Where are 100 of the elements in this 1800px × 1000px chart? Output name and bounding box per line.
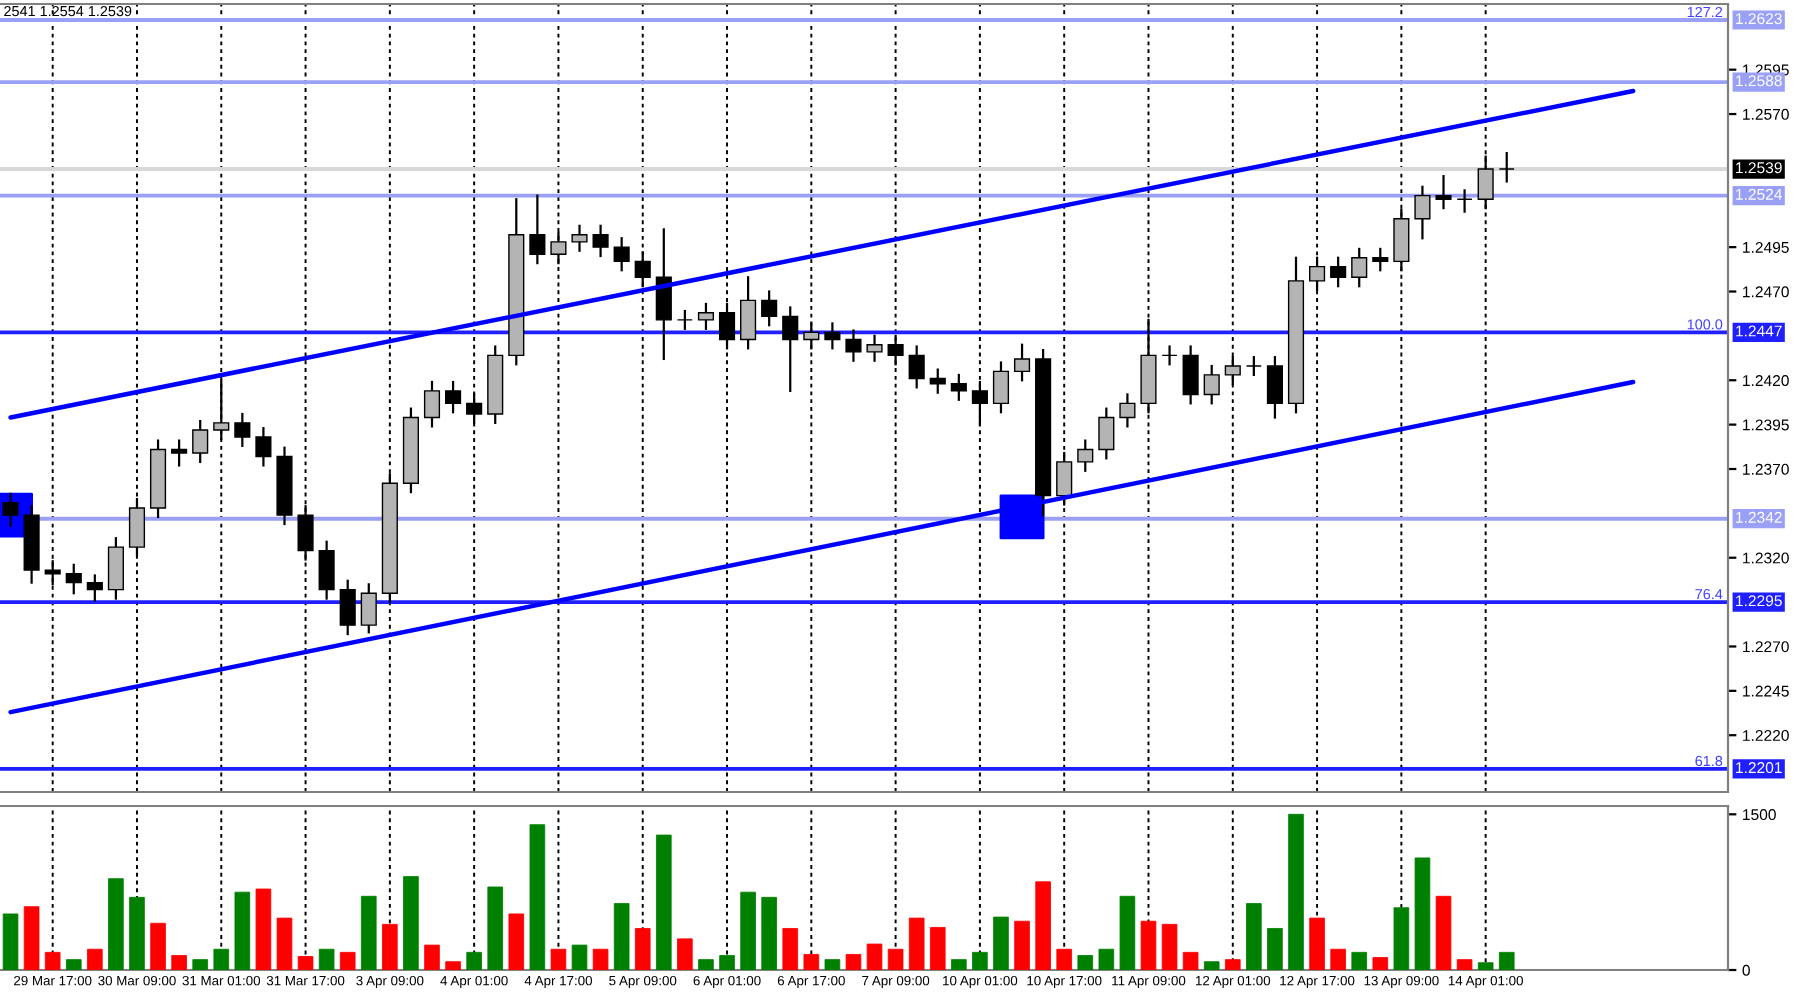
bar: [1477, 962, 1494, 970]
bar: [993, 916, 1009, 970]
bar: [1435, 895, 1452, 970]
bar: [803, 954, 820, 970]
bar: [866, 943, 883, 970]
bar: [1077, 955, 1094, 970]
bar: [1498, 951, 1515, 970]
bar: [2, 913, 19, 970]
bar: [403, 876, 419, 970]
bar: [44, 951, 61, 970]
candlestick: [592, 224, 609, 258]
bar: [1014, 920, 1030, 970]
bar: [1372, 957, 1389, 970]
candlestick: [782, 306, 799, 393]
bar: [508, 913, 525, 970]
candlestick: [65, 563, 82, 595]
bar: [824, 959, 841, 970]
candlestick: [908, 345, 925, 389]
candlestick: [1266, 356, 1283, 419]
candlestick: [992, 361, 1010, 414]
candlestick: [740, 276, 757, 350]
bar: [1456, 959, 1473, 970]
bar: [887, 948, 904, 970]
bar: [1330, 948, 1346, 970]
candlestick: [1330, 256, 1347, 288]
bar: [677, 938, 693, 970]
bar: [1119, 895, 1136, 970]
bar: [192, 959, 208, 970]
candlestick: [845, 329, 862, 362]
candlestick: [866, 334, 883, 362]
candlestick: [697, 302, 715, 330]
candlestick: [613, 237, 630, 272]
bar: [382, 923, 398, 970]
candlestick: [360, 583, 377, 634]
candlestick: [445, 380, 462, 414]
bar: [276, 917, 293, 970]
candlestick: [676, 309, 693, 330]
bar: [1246, 903, 1262, 970]
bar: [1035, 881, 1051, 970]
candlestick: [1161, 345, 1178, 366]
bar: [1140, 920, 1157, 970]
candlestick: [1182, 345, 1199, 405]
bar: [1098, 948, 1115, 970]
candlestick: [824, 322, 841, 350]
bar: [171, 955, 187, 970]
candlestick: [761, 290, 778, 327]
bar: [1267, 928, 1283, 970]
bar: [929, 927, 946, 970]
candlestick: [171, 439, 188, 467]
bar: [782, 928, 799, 970]
bar: [108, 878, 124, 970]
bar: [951, 959, 967, 970]
candlestick: [1119, 393, 1136, 428]
bar: [529, 824, 546, 970]
bar: [1203, 961, 1220, 970]
candlestick: [86, 574, 103, 602]
bar: [339, 951, 356, 970]
candlestick: [1456, 189, 1473, 213]
candlestick: [234, 412, 251, 448]
bar: [1056, 948, 1072, 970]
bar: [487, 886, 504, 970]
bar: [1288, 813, 1304, 970]
bar: [613, 903, 630, 970]
candlestick: [571, 224, 588, 252]
candlestick: [192, 419, 209, 463]
candlestick: [1245, 356, 1262, 377]
candlestick: [1013, 343, 1031, 382]
candlestick: [339, 579, 356, 636]
candlestick: [423, 380, 441, 428]
bar: [1393, 907, 1410, 970]
bar: [23, 906, 40, 970]
bar: [1309, 917, 1325, 970]
bar: [845, 954, 862, 970]
bar: [255, 888, 272, 970]
candlestick: [1098, 407, 1115, 460]
bar: [445, 961, 461, 970]
bar: [908, 917, 925, 970]
bar: [571, 944, 588, 970]
bar: [550, 948, 567, 970]
bar: [698, 959, 714, 970]
candlestick: [255, 427, 272, 467]
bar: [150, 922, 166, 970]
bar: [87, 948, 103, 970]
bar: [297, 956, 314, 970]
candlestick: [2, 492, 19, 527]
candlestick: [950, 373, 967, 401]
bar: [634, 928, 651, 970]
bar: [761, 896, 777, 970]
bar: [360, 895, 377, 970]
candlestick: [1203, 364, 1220, 405]
candlestick: [1077, 439, 1094, 472]
bar: [1161, 923, 1178, 970]
bar: [972, 951, 988, 970]
bar: [656, 834, 672, 970]
candlestick: [529, 194, 546, 265]
bar: [65, 959, 82, 970]
candlestick: [1498, 151, 1515, 183]
bar: [1351, 951, 1368, 970]
candlestick: [318, 540, 335, 600]
bar: [318, 948, 335, 970]
